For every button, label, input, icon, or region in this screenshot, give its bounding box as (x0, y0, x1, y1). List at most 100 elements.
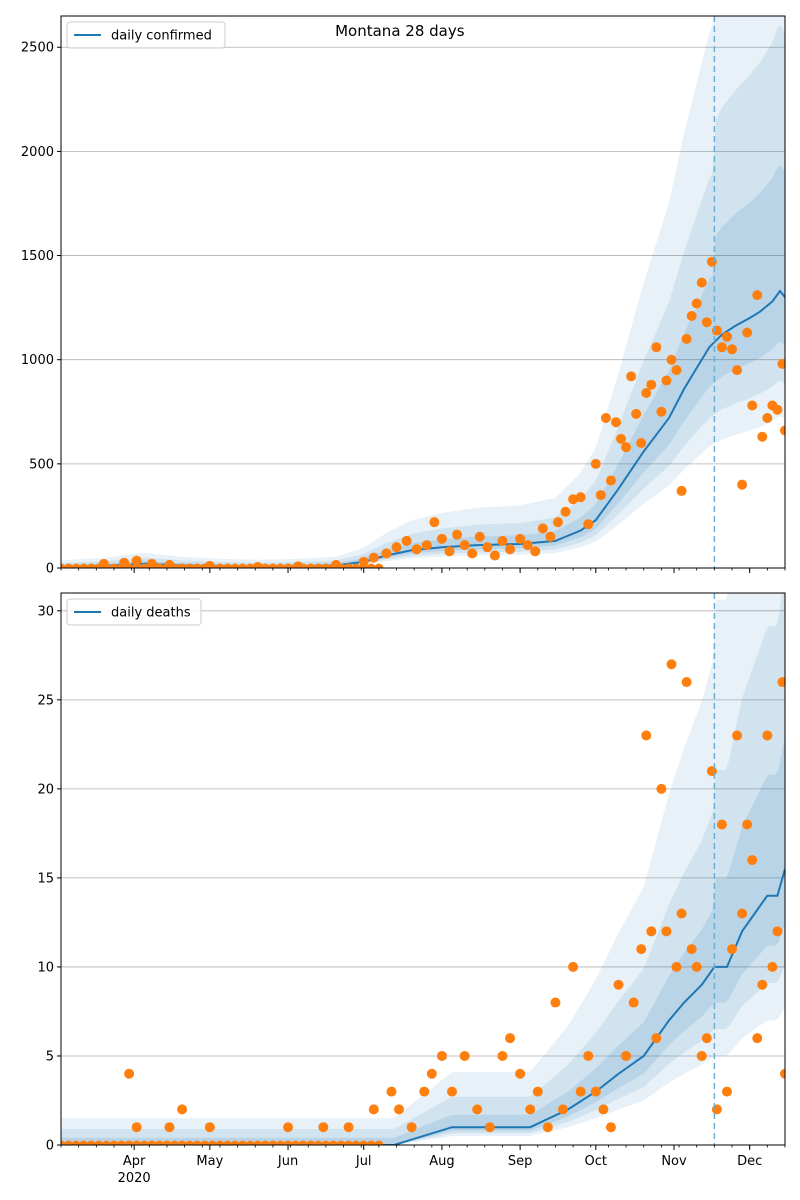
data-point (177, 1140, 187, 1145)
data-point (621, 442, 632, 453)
data-point (124, 1068, 135, 1079)
data-point (147, 563, 157, 568)
x-year-label: 2020 (118, 1171, 151, 1186)
data-point (268, 1140, 278, 1145)
data-point (162, 1140, 172, 1145)
y-tick-label: 2000 (21, 145, 54, 160)
axes-frame (60, 15, 786, 569)
data-point (215, 1140, 225, 1145)
y-tick-label: 15 (37, 871, 54, 886)
data-point (583, 1050, 594, 1061)
data-point (86, 563, 96, 568)
data-point (467, 548, 478, 559)
data-point (344, 1140, 354, 1145)
data-point (291, 563, 301, 568)
data-point (666, 354, 677, 365)
data-point (291, 1140, 301, 1145)
data-point (701, 1033, 712, 1044)
data-point (94, 563, 104, 568)
data-point (283, 563, 293, 568)
data-point (238, 563, 248, 568)
legend-entry-label: daily confirmed (111, 29, 212, 44)
data-point (245, 1140, 255, 1145)
data-point (772, 404, 783, 415)
data-point (732, 730, 743, 741)
data-point (154, 1140, 164, 1145)
data-point (525, 1104, 536, 1115)
data-point (505, 1033, 516, 1044)
data-point (676, 485, 687, 496)
data-point (646, 926, 657, 937)
legend-box (66, 598, 202, 626)
axes-frame (60, 592, 786, 1146)
data-point (117, 563, 127, 568)
data-point (275, 563, 285, 568)
data-point (429, 517, 440, 528)
x-tick-label: Aug (429, 1154, 454, 1169)
data-point (530, 546, 541, 557)
data-point (366, 563, 376, 568)
data-point (575, 1086, 586, 1097)
data-point (164, 1122, 175, 1133)
data-point (474, 531, 485, 542)
confirmed-panel: 0 500 1000 1500 2000 2500 Montana 28 days daily… (21, 15, 786, 577)
chart-title: Montana 28 days (335, 22, 465, 40)
data-point (600, 413, 611, 424)
data-point (706, 256, 717, 267)
data-point (170, 563, 180, 568)
data-point (391, 542, 402, 553)
data-point (79, 1140, 89, 1145)
data-point (109, 563, 119, 568)
y-tick-label: 5 (46, 1049, 54, 1064)
data-point (177, 563, 187, 568)
data-point (626, 371, 637, 382)
data-point (71, 1140, 81, 1145)
legend-entry-label: daily deaths (111, 606, 191, 621)
data-point (94, 1140, 104, 1145)
data-point (215, 563, 225, 568)
data-point (336, 563, 346, 568)
uncertainty-band (61, 16, 785, 568)
data-point (207, 563, 217, 568)
x-tick-label: May (196, 1154, 223, 1169)
data-point (170, 1140, 180, 1145)
data-point (747, 400, 758, 411)
data-point (124, 563, 134, 568)
data-point (681, 333, 692, 344)
data-point (318, 1122, 329, 1133)
data-point (101, 563, 111, 568)
legend: daily deaths (66, 598, 202, 626)
data-point (321, 563, 331, 568)
data-point (472, 1104, 483, 1115)
y-tick-label: 0 (46, 562, 54, 577)
data-point (283, 1140, 293, 1145)
legend: daily confirmed (66, 21, 226, 49)
data-point (313, 563, 323, 568)
data-point (260, 1140, 270, 1145)
data-point (696, 277, 707, 288)
data-point (737, 908, 748, 919)
data-point (275, 1140, 285, 1145)
data-point (374, 1140, 384, 1145)
y-tick-label: 0 (46, 1139, 54, 1154)
data-point (666, 659, 677, 670)
data-point (313, 1140, 323, 1145)
data-point (646, 379, 657, 390)
data-point (628, 997, 639, 1008)
data-point (79, 563, 89, 568)
data-point (185, 1140, 195, 1145)
data-point (86, 1140, 96, 1145)
data-point (436, 533, 447, 544)
data-point (109, 1140, 119, 1145)
data-point (306, 563, 316, 568)
data-point (656, 783, 667, 794)
data-point (711, 1104, 722, 1115)
data-point (721, 1086, 732, 1097)
data-point (406, 1122, 417, 1133)
data-point (260, 563, 270, 568)
data-point (366, 1140, 376, 1145)
data-point (762, 730, 773, 741)
data-point (436, 1050, 447, 1061)
data-point (154, 563, 164, 568)
data-point (358, 556, 369, 567)
